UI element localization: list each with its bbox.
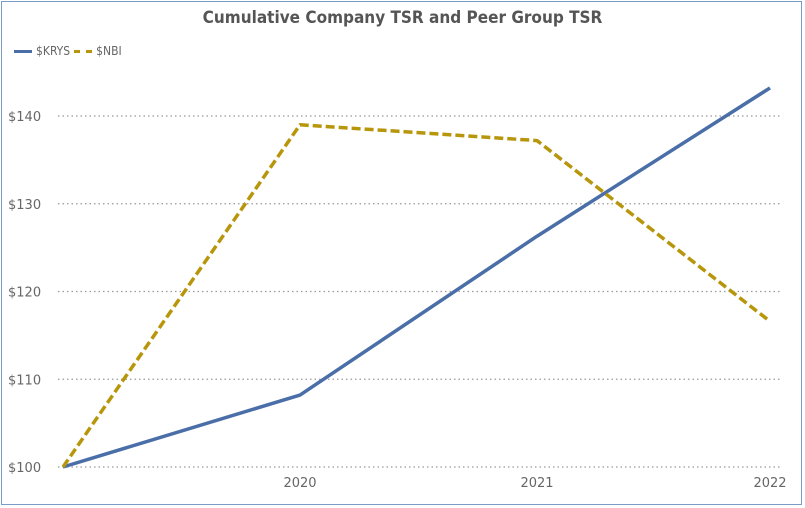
legend-label-nbi: $NBI — [96, 44, 122, 58]
y-tick-label: $100 — [8, 461, 41, 476]
y-tick-label: $130 — [8, 198, 41, 213]
y-tick-label: $140 — [8, 110, 41, 125]
legend-swatch-krys — [14, 49, 32, 53]
x-tick-label: 2022 — [753, 476, 786, 491]
y-tick-label: $120 — [8, 286, 41, 301]
y-tick-label: $110 — [8, 373, 41, 388]
x-tick-label: 2020 — [283, 476, 316, 491]
x-tick-label: 2021 — [520, 476, 553, 491]
legend-swatch-nbi — [74, 49, 93, 53]
series-line-nbi — [61, 123, 772, 468]
series-line-krys — [62, 86, 771, 469]
legend: $KRYS $NBI — [14, 44, 122, 58]
chart-title: Cumulative Company TSR and Peer Group TS… — [202, 8, 603, 28]
legend-label-krys: $KRYS — [36, 44, 71, 58]
